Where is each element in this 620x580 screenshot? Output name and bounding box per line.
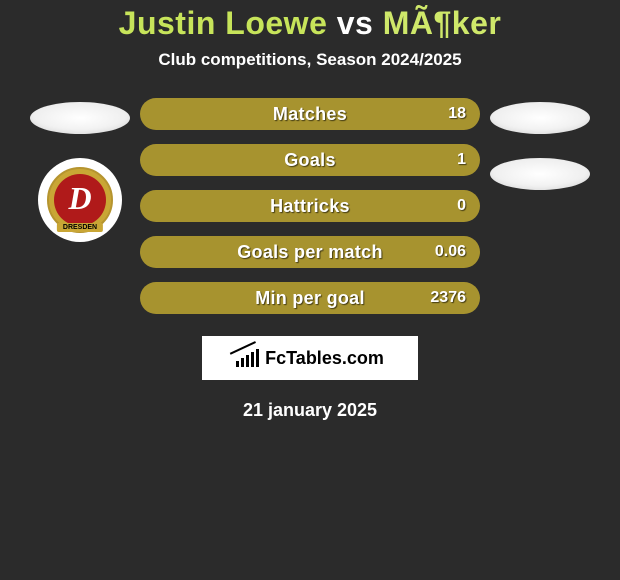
crest-banner: DRESDEN (57, 223, 103, 232)
branding-box: FcTables.com (202, 336, 418, 380)
bars-icon (236, 349, 259, 367)
stat-label: Matches (273, 104, 347, 125)
crest-ring: D DRESDEN (47, 167, 113, 233)
stat-value: 18 (448, 105, 466, 123)
club-crest: D DRESDEN (38, 158, 122, 242)
player2-avatar-placeholder (490, 102, 590, 134)
page-title: Justin Loewe vs MÃ¶ker (119, 5, 502, 42)
stat-row-goals: Goals 1 (140, 144, 480, 176)
stat-value: 2376 (430, 289, 466, 307)
player1-avatar-placeholder (30, 102, 130, 134)
stat-row-hattricks: Hattricks 0 (140, 190, 480, 222)
title-vs: vs (327, 5, 382, 41)
infographic-root: Justin Loewe vs MÃ¶ker Club competitions… (0, 0, 620, 421)
crest-core: D DRESDEN (54, 174, 106, 226)
title-player2: MÃ¶ker (383, 5, 502, 41)
right-column (490, 98, 590, 190)
main-area: D DRESDEN Matches 18 Goals 1 Hattricks 0… (0, 98, 620, 314)
title-player1: Justin Loewe (119, 5, 328, 41)
stat-label: Goals per match (237, 242, 383, 263)
date-label: 21 january 2025 (243, 400, 377, 421)
stat-value: 1 (457, 151, 466, 169)
stat-row-min-per-goal: Min per goal 2376 (140, 282, 480, 314)
stat-value: 0 (457, 197, 466, 215)
stat-label: Min per goal (255, 288, 365, 309)
stat-label: Goals (284, 150, 336, 171)
crest-letter: D (68, 180, 91, 217)
stat-row-matches: Matches 18 (140, 98, 480, 130)
player2-club-placeholder (490, 158, 590, 190)
branding-text: FcTables.com (265, 348, 384, 369)
left-column: D DRESDEN (30, 98, 130, 242)
stat-row-goals-per-match: Goals per match 0.06 (140, 236, 480, 268)
stat-label: Hattricks (270, 196, 350, 217)
page-subtitle: Club competitions, Season 2024/2025 (158, 50, 461, 70)
stat-value: 0.06 (435, 243, 466, 261)
stats-column: Matches 18 Goals 1 Hattricks 0 Goals per… (140, 98, 480, 314)
